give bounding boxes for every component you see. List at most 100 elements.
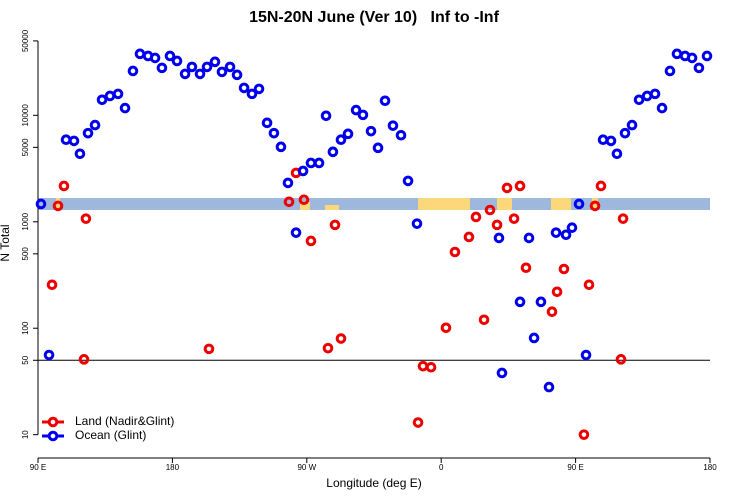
point xyxy=(686,52,698,64)
point xyxy=(551,286,563,298)
point xyxy=(74,148,86,160)
point xyxy=(583,279,595,291)
ocean-strip xyxy=(38,198,710,210)
point xyxy=(693,62,705,74)
point xyxy=(119,102,131,114)
point xyxy=(149,52,161,64)
y-tick-label: 1000 xyxy=(21,212,30,230)
point xyxy=(656,102,668,114)
point xyxy=(701,50,713,62)
point xyxy=(329,219,341,231)
point xyxy=(253,83,265,95)
point xyxy=(335,134,347,146)
point xyxy=(216,66,228,78)
point xyxy=(238,82,250,94)
point xyxy=(335,333,347,344)
point xyxy=(313,157,325,169)
point xyxy=(68,135,80,147)
point xyxy=(523,232,535,244)
point xyxy=(395,129,407,141)
x-tick-label: 180 xyxy=(703,463,717,472)
point xyxy=(605,135,617,147)
x-tick-label: 90 W xyxy=(297,463,316,472)
point xyxy=(543,381,555,393)
point xyxy=(387,120,399,131)
point xyxy=(484,204,496,216)
point xyxy=(626,119,638,131)
point xyxy=(595,180,607,192)
point xyxy=(186,61,198,73)
point xyxy=(89,119,101,131)
point xyxy=(573,198,585,210)
x-tick-label: 90 E xyxy=(567,463,583,472)
legend-marker xyxy=(47,416,59,428)
point xyxy=(478,314,490,326)
land-patch xyxy=(300,202,310,210)
point xyxy=(508,213,520,224)
point xyxy=(261,117,273,129)
point xyxy=(275,141,287,153)
point xyxy=(535,296,547,308)
point xyxy=(664,65,676,77)
point xyxy=(528,332,540,344)
point xyxy=(365,125,377,137)
point xyxy=(372,142,384,154)
land-patch xyxy=(418,198,470,210)
point xyxy=(297,165,309,177)
point xyxy=(514,296,526,308)
point xyxy=(46,279,58,291)
point xyxy=(558,263,570,275)
point xyxy=(179,68,191,80)
point xyxy=(589,200,601,212)
point xyxy=(514,180,526,192)
point xyxy=(379,95,391,107)
point xyxy=(112,88,124,100)
x-tick-label: 90 E xyxy=(30,463,46,472)
y-tick-label: 50000 xyxy=(21,29,30,52)
point xyxy=(611,148,623,160)
point xyxy=(290,227,302,238)
point xyxy=(78,354,90,365)
point xyxy=(411,218,423,229)
point xyxy=(194,68,206,80)
land-patch xyxy=(56,198,60,210)
y-tick-label: 100 xyxy=(21,321,30,335)
series xyxy=(46,167,629,440)
y-tick-label: 10000 xyxy=(21,104,30,127)
point xyxy=(82,127,94,139)
point xyxy=(463,231,475,243)
y-tick-label: 50 xyxy=(21,355,30,364)
series xyxy=(35,48,713,393)
point xyxy=(501,182,513,194)
point xyxy=(560,229,572,241)
land-patch xyxy=(497,198,512,210)
point xyxy=(350,104,362,116)
y-axis-title: N Total xyxy=(0,224,12,261)
point xyxy=(282,177,294,189)
point xyxy=(402,175,414,187)
point xyxy=(35,198,47,210)
point xyxy=(580,349,592,361)
point xyxy=(496,367,508,379)
point xyxy=(470,211,482,223)
point xyxy=(520,262,532,274)
point xyxy=(171,55,183,67)
legend-label: Ocean (Glint) xyxy=(75,428,146,442)
point xyxy=(298,194,310,206)
point xyxy=(546,306,558,317)
point xyxy=(43,349,55,361)
point xyxy=(342,128,354,140)
y-tick-label: 500 xyxy=(21,247,30,261)
point xyxy=(52,200,64,212)
point xyxy=(224,61,236,73)
point xyxy=(449,246,461,258)
land-patch xyxy=(551,198,571,210)
x-tick-label: 0 xyxy=(439,463,444,472)
legend-marker xyxy=(47,430,59,442)
point xyxy=(305,235,317,247)
point xyxy=(203,343,215,355)
point xyxy=(357,109,369,121)
point xyxy=(619,127,631,139)
point xyxy=(566,222,578,233)
